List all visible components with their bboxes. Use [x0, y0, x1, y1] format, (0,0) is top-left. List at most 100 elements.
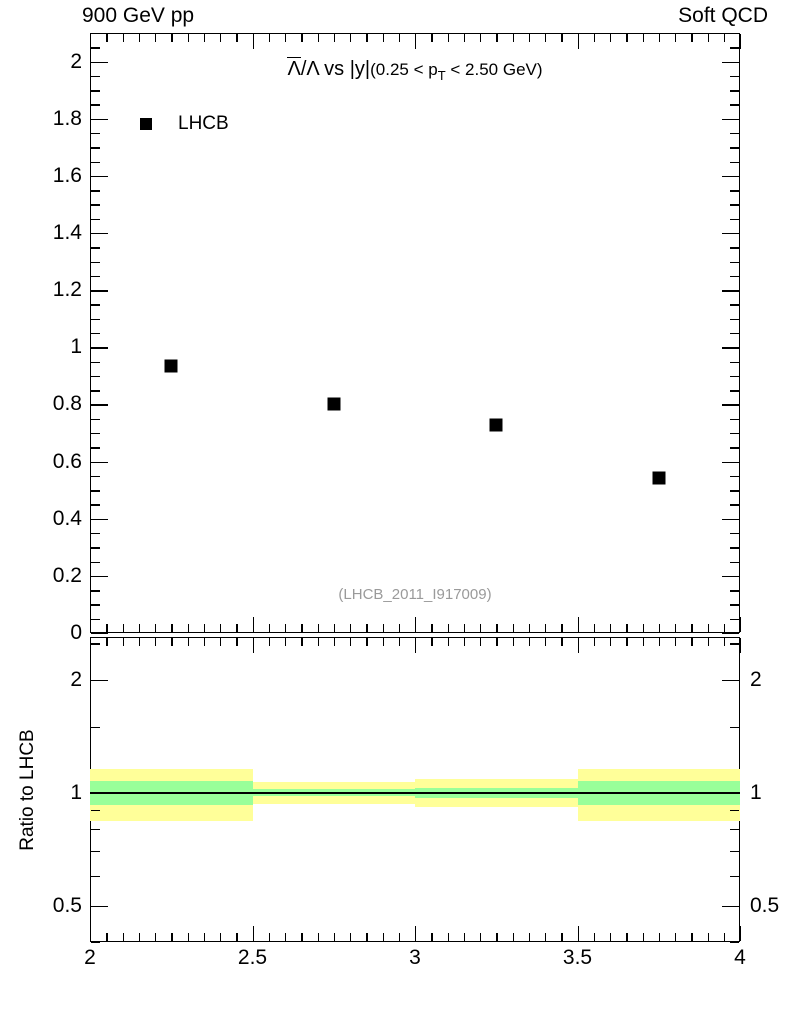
x-tick	[90, 617, 92, 632]
ratio-x-tick	[220, 638, 222, 646]
ratio-x-tick	[317, 638, 319, 646]
x-tick	[512, 34, 514, 42]
ratio-x-tick	[431, 638, 433, 646]
x-tick-label: 2.5	[237, 946, 268, 969]
y-tick	[730, 161, 739, 163]
x-tick	[155, 34, 157, 42]
y-tick	[730, 33, 739, 35]
y-tick	[730, 361, 739, 363]
y-tick	[730, 318, 739, 321]
ratio-x-tick	[610, 638, 612, 646]
y-tick	[730, 333, 739, 335]
y-tick	[730, 475, 739, 478]
y-tick	[91, 204, 100, 206]
ratio-x-tick	[106, 933, 108, 941]
title-cut-close: < 2.50 GeV)	[445, 60, 543, 79]
y-tick	[730, 147, 739, 149]
ratio-y-tick-label: 2	[70, 667, 82, 691]
y-tick	[730, 47, 739, 49]
ratio-x-tick	[268, 638, 271, 646]
y-tick	[91, 161, 100, 163]
x-tick	[301, 34, 303, 42]
x-tick	[382, 34, 384, 42]
y-tick	[730, 590, 739, 592]
x-tick	[545, 34, 547, 42]
ratio-x-tick	[431, 933, 433, 941]
ratio-y-tick-label: 1	[70, 780, 82, 804]
x-tick	[431, 624, 433, 632]
y-tick-label: 0.6	[52, 449, 82, 473]
ratio-x-tick	[463, 638, 466, 646]
ratio-y-tick	[722, 679, 739, 682]
y-tick	[91, 218, 100, 221]
x-tick	[593, 624, 596, 632]
ratio-y-tick	[730, 643, 739, 645]
y-tick	[730, 133, 739, 135]
y-tick	[91, 633, 108, 635]
x-tick	[106, 34, 108, 42]
ratio-x-tick	[707, 933, 709, 941]
y-tick	[730, 375, 739, 378]
x-tick	[366, 624, 368, 632]
ratio-x-tick	[398, 933, 401, 941]
ratio-x-tick	[561, 933, 563, 941]
y-tick	[91, 275, 100, 278]
ratio-y-tick	[91, 726, 100, 729]
ratio-x-tick	[138, 638, 141, 646]
ratio-x-tick	[236, 638, 238, 646]
ratio-y-tick	[730, 726, 739, 729]
y-tick	[722, 290, 739, 292]
ratio-y-tick	[91, 942, 100, 944]
y-tick	[91, 390, 100, 392]
x-tick	[333, 34, 336, 42]
legend: LHCB	[140, 113, 229, 135]
y-tick	[730, 604, 739, 606]
y-tick	[91, 447, 100, 449]
ratio-y-tick	[91, 679, 108, 682]
ratio-y-tick	[730, 809, 739, 812]
ratio-x-tick	[593, 933, 596, 941]
ratio-x-tick	[236, 933, 238, 941]
ratio-x-tick	[268, 933, 271, 941]
x-tick	[610, 34, 612, 42]
ratio-x-tick	[171, 638, 173, 646]
x-tick	[675, 624, 677, 632]
y-tick	[91, 333, 100, 335]
x-tick	[642, 624, 644, 632]
y-tick	[91, 575, 108, 578]
x-tick	[626, 624, 628, 632]
y-tick	[722, 518, 739, 521]
ratio-y-tick	[730, 875, 739, 878]
y-tick	[91, 618, 100, 621]
ratio-x-tick	[203, 933, 206, 941]
data-point	[489, 418, 503, 432]
ratio-x-tick	[301, 933, 303, 941]
x-tick	[317, 624, 319, 632]
x-tick	[333, 624, 336, 632]
ratio-x-tick	[90, 926, 92, 941]
x-tick	[317, 34, 319, 42]
x-tick-label: 2	[84, 946, 96, 969]
ratio-x-tick	[512, 638, 514, 646]
ratio-x-tick	[740, 926, 742, 941]
y-tick-label: 1.2	[52, 278, 82, 302]
ratio-x-tick	[382, 638, 384, 646]
x-tick	[415, 617, 417, 632]
ratio-x-tick	[155, 933, 157, 941]
y-tick	[730, 190, 739, 192]
x-tick	[203, 34, 206, 42]
legend-marker-lhcb	[140, 118, 152, 130]
ratio-x-tick	[382, 933, 384, 941]
y-tick	[91, 61, 108, 63]
title-cut-open: (0.25 < p	[370, 60, 438, 79]
ratio-x-tick	[90, 638, 92, 653]
y-tick	[91, 247, 100, 249]
x-tick	[707, 624, 709, 632]
y-tick	[91, 175, 108, 178]
x-tick	[740, 617, 742, 632]
y-tick	[91, 347, 108, 349]
y-tick	[91, 75, 100, 78]
x-tick	[740, 34, 742, 49]
ratio-x-tick	[447, 933, 449, 941]
x-tick	[268, 34, 271, 42]
